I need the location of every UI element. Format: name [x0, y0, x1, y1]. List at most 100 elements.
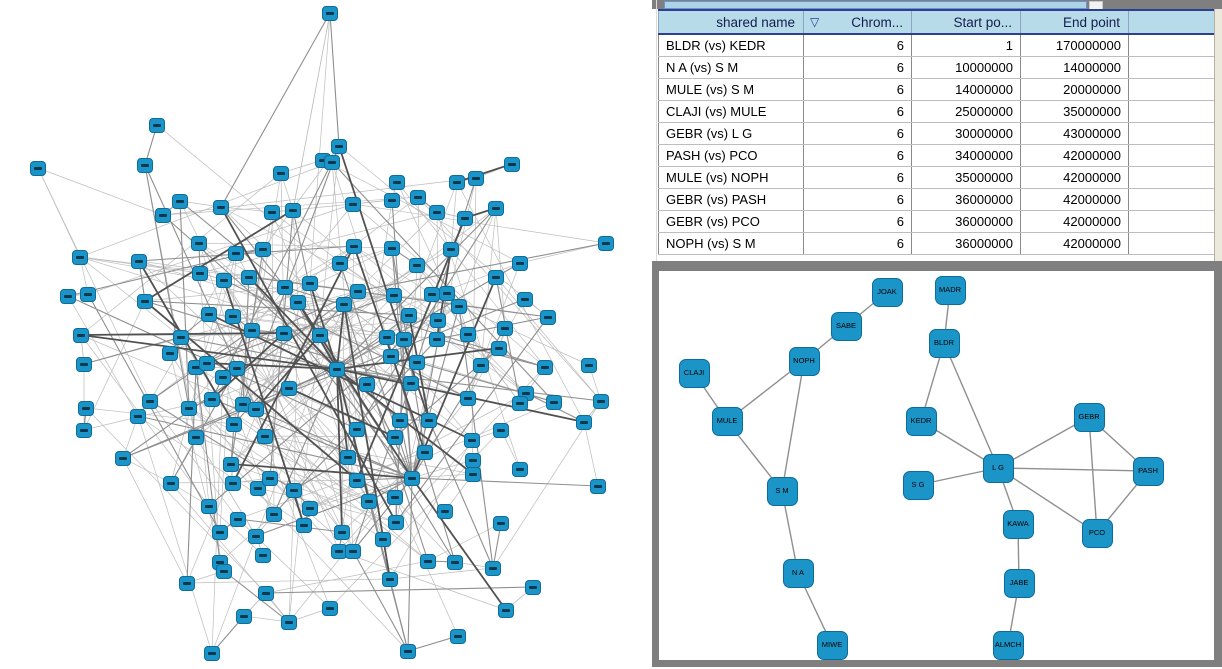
- network-node[interactable]: [162, 345, 178, 361]
- network-node[interactable]: [131, 253, 147, 269]
- network-node[interactable]: [264, 204, 280, 220]
- network-node[interactable]: [225, 308, 241, 324]
- network-node[interactable]: [281, 380, 297, 396]
- network-node[interactable]: [212, 524, 228, 540]
- network-node[interactable]: [525, 579, 541, 595]
- network-node-almch[interactable]: ALMCH: [992, 630, 1024, 660]
- network-node[interactable]: [346, 238, 362, 254]
- network-node-joak[interactable]: JOAK: [871, 277, 903, 307]
- network-node[interactable]: [540, 309, 556, 325]
- network-node[interactable]: [244, 322, 260, 338]
- column-header-start-po---[interactable]: Start po...: [911, 9, 1021, 35]
- network-node[interactable]: [204, 391, 220, 407]
- network-node[interactable]: [443, 241, 459, 257]
- network-node[interactable]: [30, 160, 46, 176]
- network-node[interactable]: [179, 575, 195, 591]
- network-node[interactable]: [324, 154, 340, 170]
- network-node-mule[interactable]: MULE: [711, 406, 743, 436]
- network-node-s-m[interactable]: S M: [766, 476, 798, 506]
- network-node-miwe[interactable]: MIWE: [816, 630, 848, 660]
- network-node[interactable]: [491, 340, 507, 356]
- network-node[interactable]: [199, 355, 215, 371]
- network-node[interactable]: [236, 608, 252, 624]
- network-node-n-a[interactable]: N A: [782, 558, 814, 588]
- table-row[interactable]: MULE (vs) NOPH6350000004200000010.5: [658, 166, 1222, 189]
- network-node-claji[interactable]: CLAJI: [678, 358, 710, 388]
- network-node[interactable]: [302, 275, 318, 291]
- network-node[interactable]: [226, 416, 242, 432]
- network-node-jabe[interactable]: JABE: [1003, 568, 1035, 598]
- network-node[interactable]: [504, 156, 520, 172]
- network-node[interactable]: [334, 524, 350, 540]
- network-node-gebr[interactable]: GEBR: [1073, 402, 1105, 432]
- network-node[interactable]: [485, 560, 501, 576]
- network-node[interactable]: [172, 193, 188, 209]
- network-node[interactable]: [173, 329, 189, 345]
- network-node[interactable]: [350, 283, 366, 299]
- sort-icon[interactable]: ▽: [810, 14, 820, 29]
- network-node[interactable]: [410, 189, 426, 205]
- network-node[interactable]: [439, 285, 455, 301]
- network-node[interactable]: [322, 5, 338, 21]
- table-row[interactable]: N A (vs) S M610000000140000006.6: [658, 56, 1222, 79]
- network-node[interactable]: [517, 291, 533, 307]
- table-scrollbar[interactable]: [1214, 9, 1222, 261]
- network-node[interactable]: [248, 528, 264, 544]
- network-node[interactable]: [228, 245, 244, 261]
- network-node[interactable]: [255, 241, 271, 257]
- network-node[interactable]: [404, 470, 420, 486]
- table-row[interactable]: GEBR (vs) L G6300000004300000016.9: [658, 122, 1222, 145]
- overview-network-panel[interactable]: [0, 0, 652, 669]
- network-node[interactable]: [493, 515, 509, 531]
- network-node[interactable]: [137, 293, 153, 309]
- network-node[interactable]: [76, 356, 92, 372]
- network-node[interactable]: [281, 614, 297, 630]
- network-node[interactable]: [421, 412, 437, 428]
- network-node[interactable]: [349, 421, 365, 437]
- table-row[interactable]: BLDR (vs) KEDR61170000000192.0: [658, 34, 1222, 57]
- table-row[interactable]: CLAJI (vs) MULE625000000350000005.9: [658, 100, 1222, 123]
- network-node-bldr[interactable]: BLDR: [928, 328, 960, 358]
- network-node[interactable]: [216, 563, 232, 579]
- network-node[interactable]: [255, 547, 271, 563]
- table-row[interactable]: PASH (vs) PCO6340000004200000011.4: [658, 144, 1222, 167]
- network-node[interactable]: [345, 543, 361, 559]
- network-node[interactable]: [493, 422, 509, 438]
- network-node-l-g[interactable]: L G: [982, 453, 1014, 483]
- network-node[interactable]: [379, 329, 395, 345]
- network-node[interactable]: [387, 489, 403, 505]
- network-node[interactable]: [191, 235, 207, 251]
- network-node[interactable]: [465, 452, 481, 468]
- network-node[interactable]: [302, 500, 318, 516]
- network-node[interactable]: [149, 117, 165, 133]
- network-node[interactable]: [277, 279, 293, 295]
- table-row[interactable]: GEBR (vs) PCO636000000420000008.4: [658, 210, 1222, 233]
- network-node[interactable]: [286, 482, 302, 498]
- network-node[interactable]: [230, 511, 246, 527]
- tab-bar[interactable]: [664, 1, 1087, 9]
- network-node[interactable]: [241, 269, 257, 285]
- network-node[interactable]: [137, 157, 153, 173]
- network-node[interactable]: [266, 506, 282, 522]
- network-node[interactable]: [384, 192, 400, 208]
- network-node[interactable]: [450, 628, 466, 644]
- detail-network-panel[interactable]: JOAK SABE MADR BLDR NOPH CLAJI MULE KEDR GEBR L G…: [659, 271, 1214, 660]
- network-node[interactable]: [188, 429, 204, 445]
- network-node[interactable]: [396, 331, 412, 347]
- network-node[interactable]: [581, 357, 597, 373]
- network-node[interactable]: [420, 553, 436, 569]
- network-node[interactable]: [401, 307, 417, 323]
- network-node[interactable]: [213, 199, 229, 215]
- network-node[interactable]: [409, 257, 425, 273]
- network-node[interactable]: [464, 432, 480, 448]
- column-header-end-point[interactable]: End point: [1020, 9, 1129, 35]
- network-node[interactable]: [473, 357, 489, 373]
- network-node[interactable]: [468, 170, 484, 186]
- network-node[interactable]: [382, 571, 398, 587]
- network-node[interactable]: [375, 531, 391, 547]
- network-node[interactable]: [512, 255, 528, 271]
- network-node[interactable]: [437, 503, 453, 519]
- network-node[interactable]: [387, 429, 403, 445]
- network-node-madr[interactable]: MADR: [934, 275, 966, 305]
- network-node[interactable]: [181, 400, 197, 416]
